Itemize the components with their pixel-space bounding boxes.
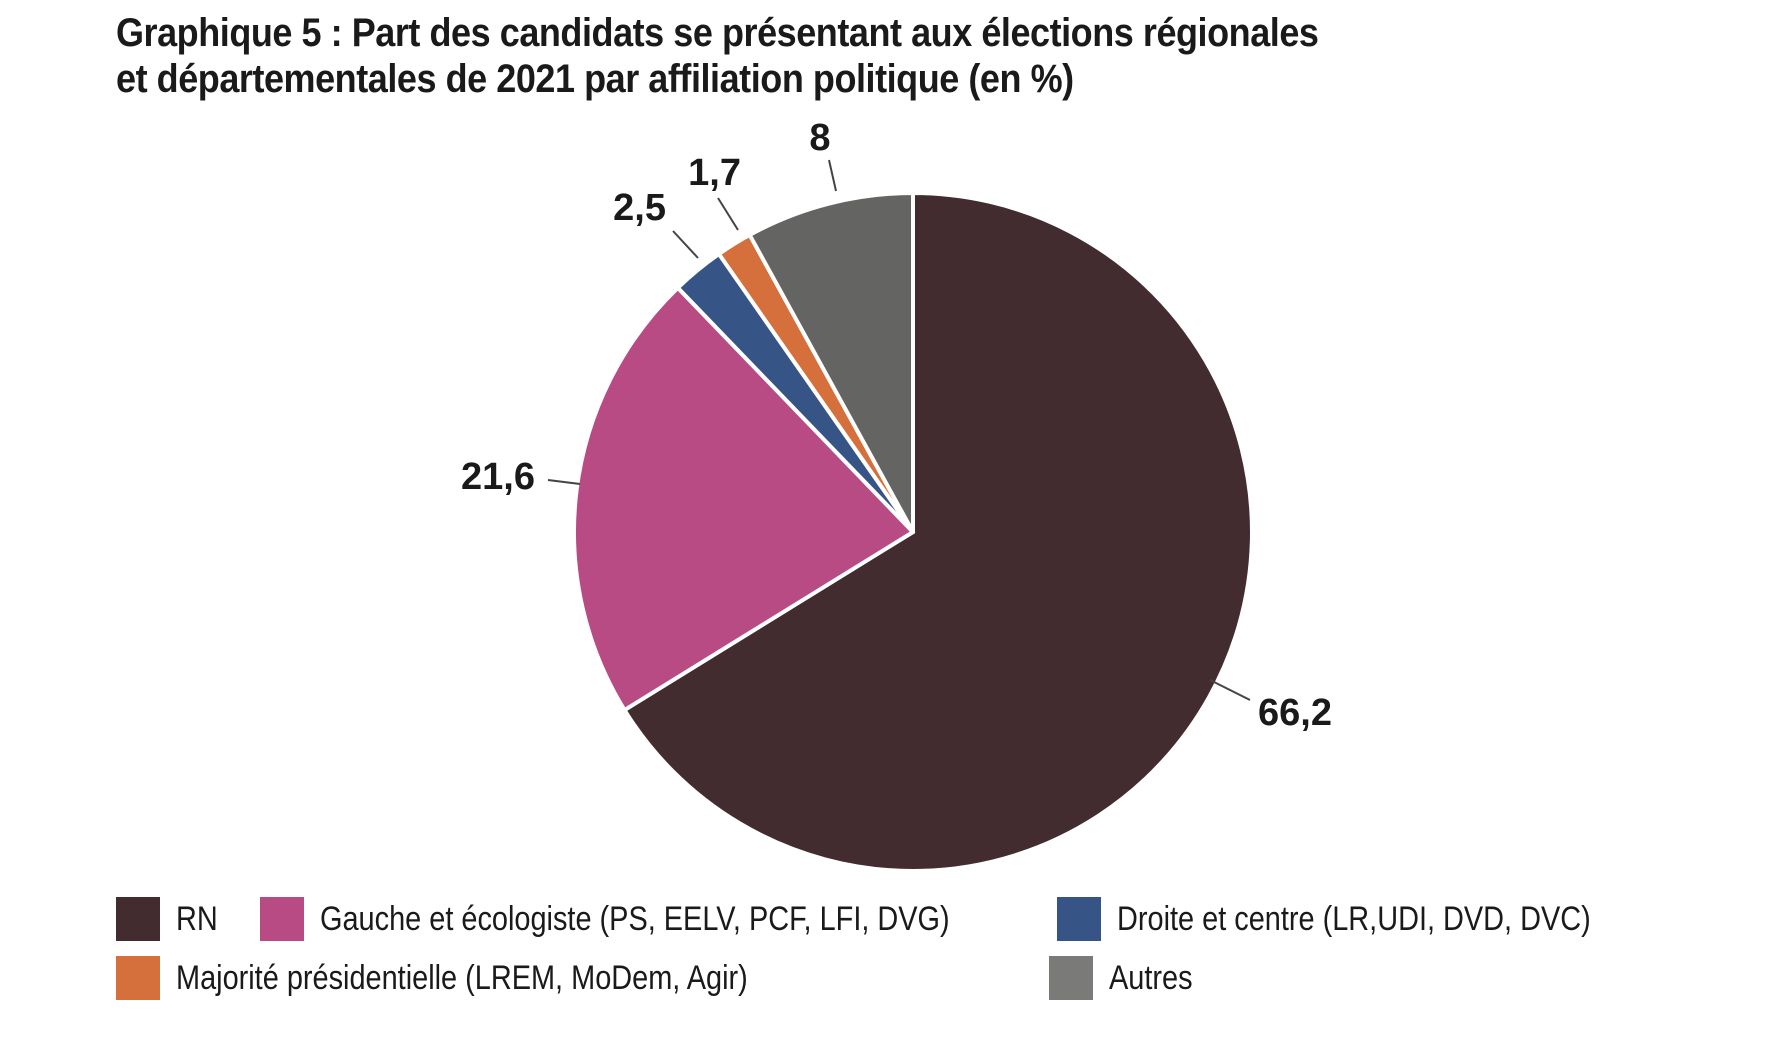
legend-item-gauche: Gauche et écologiste (PS, EELV, PCF, LFI… bbox=[260, 897, 1061, 941]
data-label-4: 8 bbox=[809, 117, 830, 159]
legend-swatch bbox=[260, 897, 304, 941]
pie-slice-1 bbox=[572, 285, 915, 713]
leader-line-4 bbox=[828, 159, 837, 192]
chart-title: Graphique 5 : Part des candidats se prés… bbox=[116, 10, 1319, 102]
leader-line-1 bbox=[547, 479, 581, 485]
legend-swatch bbox=[116, 897, 160, 941]
legend-swatch bbox=[1049, 956, 1093, 1000]
chart-title-line-1: Graphique 5 : Part des candidats se prés… bbox=[116, 11, 1319, 55]
legend-item-droite: Droite et centre (LR,UDI, DVD, DVC) bbox=[1057, 897, 1674, 941]
legend-item-majorite: Majorité présidentielle (LREM, MoDem, Ag… bbox=[116, 956, 849, 1000]
pie-slice-0 bbox=[622, 191, 1254, 873]
leader-line-0 bbox=[1209, 679, 1251, 701]
data-label-0: 66,2 bbox=[1258, 692, 1332, 734]
legend-label: Gauche et écologiste (PS, EELV, PCF, LFI… bbox=[320, 899, 950, 938]
leader-line-2 bbox=[672, 230, 699, 259]
leader-line-3 bbox=[717, 197, 739, 231]
legend-item-rn: RN bbox=[116, 897, 225, 941]
legend-label: Autres bbox=[1109, 958, 1193, 997]
legend-swatch bbox=[1057, 897, 1101, 941]
legend-label: Majorité présidentielle (LREM, MoDem, Ag… bbox=[176, 958, 748, 997]
data-label-1: 21,6 bbox=[461, 456, 535, 498]
legend-item-autres: Autres bbox=[1049, 956, 1207, 1000]
pie-slice-4 bbox=[747, 191, 915, 534]
legend-label: Droite et centre (LR,UDI, DVD, DVC) bbox=[1117, 899, 1591, 938]
chart-title-line-2: et départementales de 2021 par affiliati… bbox=[116, 57, 1074, 101]
legend-label: RN bbox=[176, 899, 218, 938]
legend-swatch bbox=[116, 956, 160, 1000]
data-label-2: 2,5 bbox=[613, 187, 666, 229]
data-label-3: 1,7 bbox=[688, 152, 741, 194]
